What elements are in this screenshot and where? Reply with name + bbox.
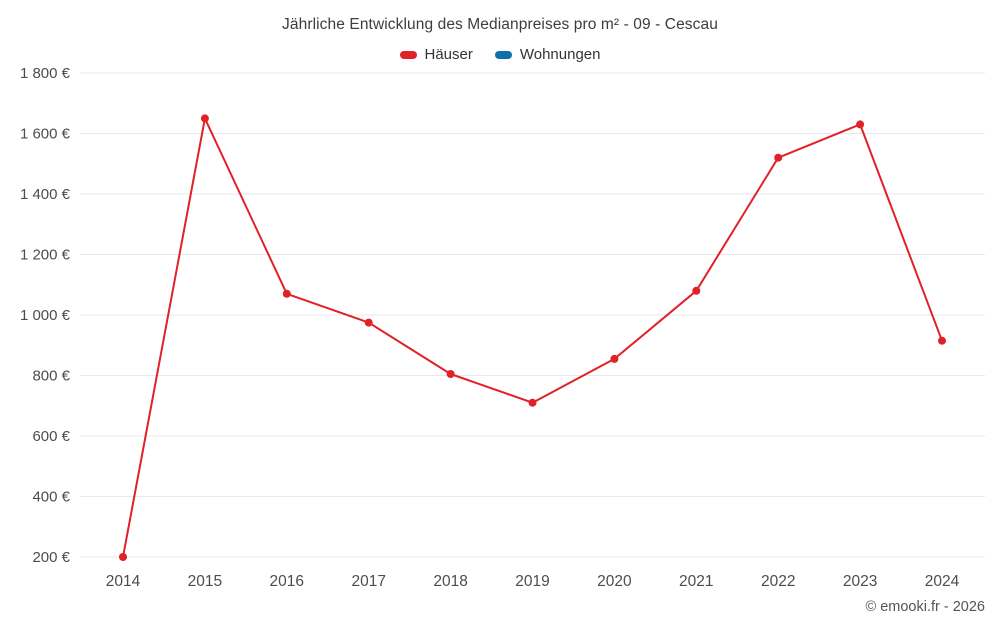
data-point[interactable]: [692, 286, 701, 295]
y-axis-tick-label: 1 400 €: [20, 186, 71, 203]
haeuser-series-swatch-icon: [399, 50, 417, 59]
x-axis-tick-label: 2014: [106, 573, 141, 590]
y-axis-tick-label: 400 €: [32, 489, 70, 506]
x-axis-tick-label: 2018: [433, 573, 467, 590]
x-axis-tick-label: 2016: [270, 573, 304, 590]
legend-item-wohnungen[interactable]: Wohnungen: [494, 46, 601, 63]
data-point[interactable]: [364, 318, 373, 327]
y-axis-tick-label: 600 €: [32, 428, 70, 445]
data-point[interactable]: [856, 120, 865, 129]
data-point[interactable]: [774, 153, 783, 162]
x-axis-tick-label: 2023: [843, 573, 877, 590]
series-line: [122, 117, 943, 558]
y-axis-tick-label: 800 €: [32, 368, 70, 385]
legend-item-haeuser[interactable]: Häuser: [399, 46, 473, 63]
x-axis-tick-label: 2024: [925, 573, 960, 590]
wohnungen-series-swatch-icon: [494, 50, 512, 59]
data-point[interactable]: [528, 398, 537, 407]
data-point[interactable]: [119, 553, 127, 561]
y-axis-tick-label: 1 600 €: [20, 126, 71, 143]
data-point[interactable]: [938, 336, 946, 345]
x-axis-tick-label: 2017: [351, 573, 385, 590]
legend-label-wohnungen: Wohnungen: [519, 46, 601, 63]
data-point[interactable]: [446, 370, 455, 378]
x-axis-tick-label: 2019: [515, 573, 549, 590]
y-axis-tick-label: 1 200 €: [20, 247, 71, 264]
copyright-text: © emooki.fr - 2026: [865, 599, 985, 615]
chart-title: Jährliche Entwicklung des Medianpreises …: [282, 16, 718, 33]
legend-label-haeuser: Häuser: [424, 46, 473, 63]
y-axis-tick-label: 1 000 €: [20, 307, 71, 324]
data-point[interactable]: [610, 354, 619, 363]
x-axis-tick-label: 2020: [597, 573, 632, 590]
legend: Häuser Wohnungen: [0, 46, 1000, 63]
data-point[interactable]: [282, 289, 291, 298]
x-axis-tick-label: 2021: [679, 573, 713, 590]
y-axis-tick-label: 200 €: [32, 549, 70, 566]
x-axis-tick-label: 2015: [188, 573, 222, 590]
y-axis-tick-label: 1 800 €: [20, 65, 71, 82]
x-axis-tick-label: 2022: [761, 573, 795, 590]
data-point[interactable]: [200, 114, 209, 123]
